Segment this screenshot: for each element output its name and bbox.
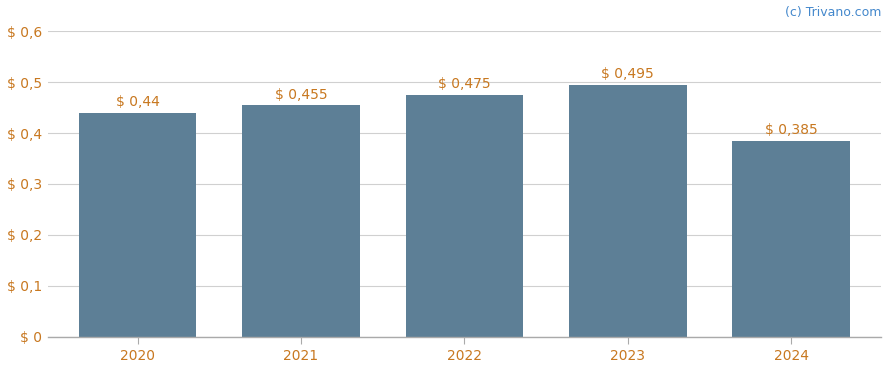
Text: $ 0,455: $ 0,455 [274, 88, 328, 101]
Bar [406, 95, 523, 337]
Text: $ 0,385: $ 0,385 [765, 123, 818, 137]
Bar [242, 105, 360, 337]
Text: $ 0,495: $ 0,495 [601, 67, 654, 81]
Bar [733, 141, 850, 337]
Text: (c) Trivano.com: (c) Trivano.com [785, 6, 881, 19]
Bar [79, 113, 196, 337]
Text: $ 0,44: $ 0,44 [115, 95, 160, 109]
Text: $ 0,475: $ 0,475 [438, 77, 491, 91]
Bar [569, 85, 686, 337]
